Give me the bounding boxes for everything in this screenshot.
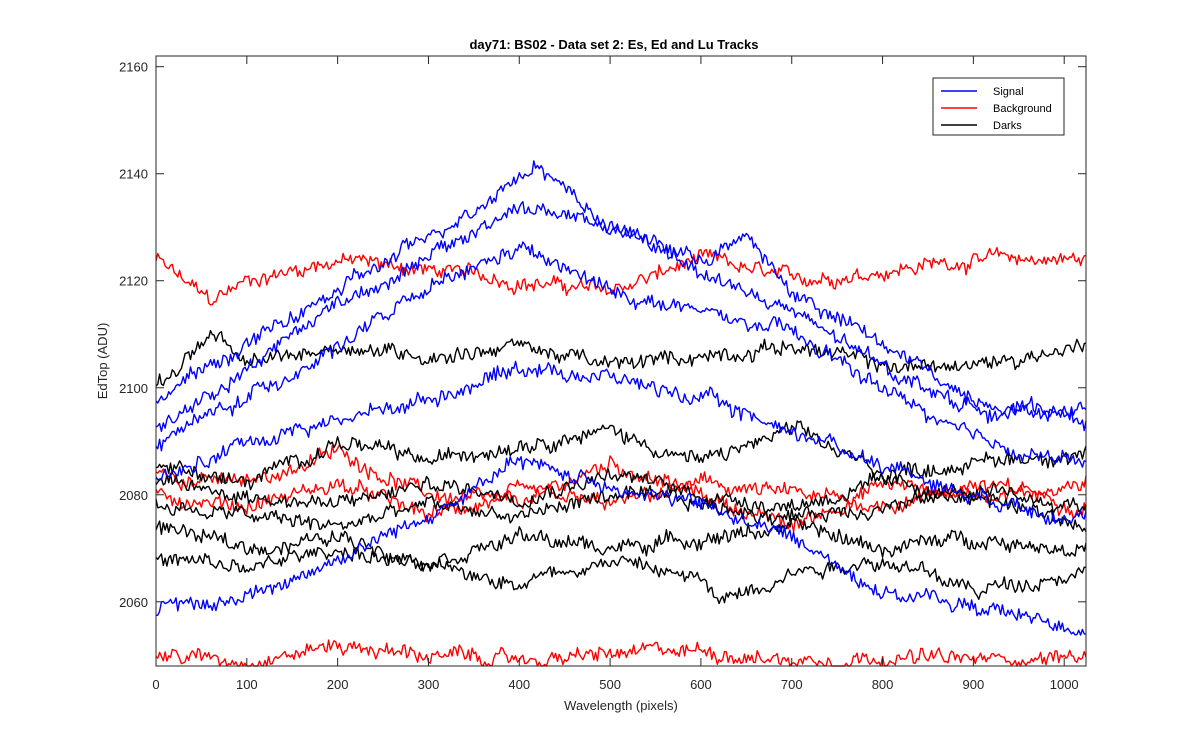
y-tick-label: 2100 — [119, 381, 148, 396]
series-line-darks — [155, 468, 1087, 514]
series-line-darks — [155, 515, 1087, 572]
x-tick-label: 500 — [599, 677, 621, 692]
x-tick-label: 900 — [963, 677, 985, 692]
y-tick-label: 2140 — [119, 167, 148, 182]
series-line-darks — [155, 329, 1087, 387]
series-line-darks — [155, 546, 1087, 605]
series-line-signal — [155, 360, 1087, 525]
y-axis-label: EdTop (ADU) — [95, 323, 110, 400]
y-tick-label: 2120 — [119, 274, 148, 289]
ticks-layer: 0 100 200 300 400 500 600 700 800 900 1000 2060 2080… — [119, 56, 1086, 692]
x-tick-label: 200 — [327, 677, 349, 692]
series-line-signal — [155, 241, 1087, 468]
series-line-background — [155, 639, 1087, 667]
x-tick-label: 300 — [418, 677, 440, 692]
x-tick-label: 1000 — [1050, 677, 1079, 692]
legend-label-signal: Signal — [993, 86, 1024, 98]
legend: Signal Background Darks — [932, 77, 1065, 136]
y-tick-label: 2060 — [119, 595, 148, 610]
series-line-signal — [155, 200, 1087, 433]
chart-title: day71: BS02 - Data set 2: Es, Ed and Lu … — [469, 37, 758, 52]
series-line-signal — [155, 456, 1087, 636]
x-axis-label: Wavelength (pixels) — [564, 698, 678, 713]
x-tick-label: 100 — [236, 677, 258, 692]
x-tick-label: 600 — [690, 677, 712, 692]
y-tick-label: 2160 — [119, 60, 148, 75]
legend-label-darks: Darks — [993, 120, 1022, 132]
series-line-background — [155, 246, 1087, 306]
x-tick-label: 700 — [781, 677, 803, 692]
x-tick-label: 800 — [872, 677, 894, 692]
axes-box — [155, 55, 1087, 667]
y-tick-label: 2080 — [119, 488, 148, 503]
legend-label-background: Background — [993, 103, 1052, 115]
x-tick-label: 0 — [152, 677, 159, 692]
series-layer — [155, 160, 1087, 667]
series-line-darks — [155, 420, 1087, 491]
x-tick-label: 400 — [508, 677, 530, 692]
